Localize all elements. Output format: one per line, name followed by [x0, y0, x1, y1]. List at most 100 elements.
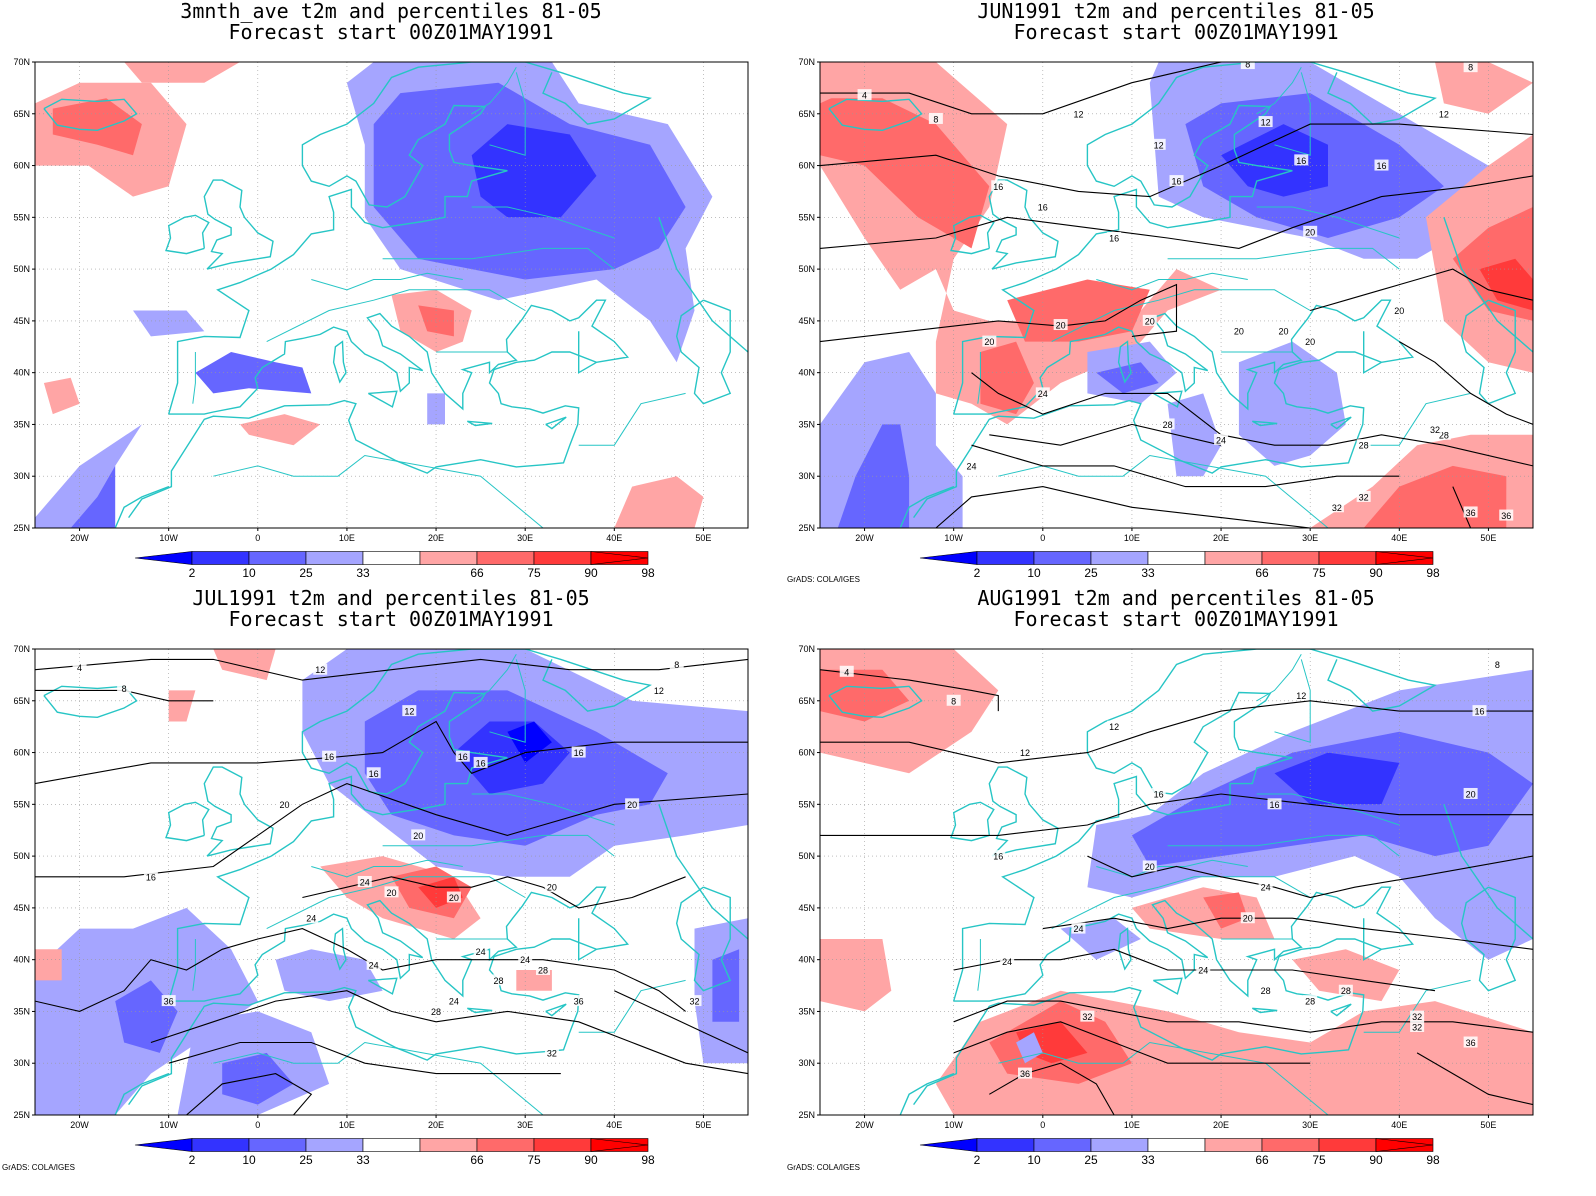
contour-label: 16 [369, 769, 379, 779]
coastline [43, 685, 138, 719]
lat-label: 65N [13, 109, 30, 119]
colorbar: 2 10 25 33 66 75 90 98 [919, 551, 1440, 580]
contour-label-bg [1276, 325, 1291, 337]
map-area [35, 62, 748, 528]
colorbar-segment [1033, 551, 1092, 565]
colorbar-segment [191, 1138, 250, 1152]
lat-label: 50N [13, 851, 30, 861]
coastline [168, 649, 526, 1002]
contour-label: 20 [1145, 316, 1155, 326]
lat-label: 70N [13, 57, 30, 67]
coastline [1310, 62, 1437, 125]
colorbar: 2 10 25 33 66 75 90 98 [919, 1138, 1440, 1167]
lon-label: 30E [517, 533, 533, 543]
country-border [1256, 206, 1400, 239]
contour-label-bg [366, 958, 381, 970]
contour-label: 32 [1430, 425, 1440, 435]
country-border [1274, 659, 1311, 743]
contour-label: 16 [476, 758, 486, 768]
contour-label-bg [1463, 62, 1478, 73]
lon-label: 0 [1040, 1120, 1045, 1130]
contour-label-bg [1258, 984, 1273, 996]
colorbar-label: 98 [1426, 566, 1440, 580]
colorbar-label: 66 [470, 1153, 484, 1167]
lon-label: 10E [1124, 1120, 1140, 1130]
lat-label: 60N [13, 161, 30, 171]
temperature-contour [1087, 855, 1533, 899]
contour-label: 20 [449, 893, 459, 903]
contour-label: 12 [1073, 109, 1083, 119]
lon-label: 50E [1480, 1120, 1496, 1130]
temperature-contour [35, 689, 214, 702]
contour-label: 36 [1501, 511, 1511, 521]
country-border [213, 1041, 544, 1115]
coastline [658, 217, 748, 353]
colorbar-label: 75 [527, 1153, 541, 1167]
colorbar-segment [1204, 551, 1263, 565]
country-border [1096, 859, 1248, 878]
contour-label-bg [446, 891, 461, 903]
contour-label: 4 [862, 91, 867, 101]
contour-label-bg [1338, 984, 1353, 996]
temperature-contour [971, 444, 1400, 488]
contour-label: 12 [1109, 722, 1119, 732]
contour-label-bg [1035, 387, 1050, 399]
contour-label-bg [411, 829, 426, 841]
contour-label: 12 [1154, 140, 1164, 150]
colorbar-arrow-right [1375, 1138, 1434, 1152]
temperature-contour [953, 1021, 1311, 1064]
contour-label-bg [1329, 501, 1344, 513]
panel-title: AUG1991 t2m and percentiles 81-05 [977, 586, 1374, 610]
contour-label: 24 [360, 878, 370, 888]
country-border [266, 876, 526, 930]
lon-label: 20W [855, 1120, 874, 1130]
temperature-contour [35, 783, 748, 878]
contour-label: 12 [1439, 109, 1449, 119]
coastline [203, 766, 274, 857]
lat-label: 30N [798, 471, 815, 481]
contour-label-bg [982, 335, 997, 347]
lon-label: 40E [1391, 533, 1407, 543]
anomaly-area [240, 414, 321, 446]
contour-label-bg [313, 663, 328, 675]
colorbar-segment [1204, 1138, 1263, 1152]
contour-label: 20 [547, 883, 557, 893]
lon-label: 10E [1124, 533, 1140, 543]
contour-label-bg [1107, 720, 1122, 732]
colorbar-label: 10 [1027, 1153, 1041, 1167]
temperature-contour [989, 423, 1222, 446]
coastline [525, 649, 652, 712]
contour-label-bg [304, 912, 319, 924]
colorbar-arrow-right [1375, 551, 1434, 565]
panel-subtitle: Forecast start 00Z01MAY1991 [1013, 20, 1338, 44]
contour-label-bg [473, 945, 488, 957]
colorbar-label: 66 [1255, 566, 1269, 580]
lat-label: 35N [13, 419, 30, 429]
contour-label-bg [651, 684, 666, 696]
lat-label: 50N [798, 851, 815, 861]
colorbar-segment [248, 1138, 307, 1152]
coastline [114, 485, 169, 528]
temperature-contour [1399, 341, 1533, 425]
colorbar-label: 33 [1141, 566, 1155, 580]
contour-label-bg [1463, 787, 1478, 799]
coastline [950, 801, 995, 842]
coastline [1460, 886, 1517, 992]
lon-label: 50E [1480, 533, 1496, 543]
coastline [545, 1003, 567, 1017]
contour-label-bg [1258, 116, 1273, 128]
contour-label: 24 [1002, 957, 1012, 967]
lon-label: 40E [606, 533, 622, 543]
anomaly-area [820, 669, 910, 722]
contour-label: 12 [1020, 748, 1030, 758]
contour-label-bg [1392, 304, 1407, 316]
lat-label: 25N [13, 523, 30, 533]
coastline [913, 299, 1415, 519]
contour-label-bg [991, 180, 1006, 192]
contour-label-bg [1240, 62, 1255, 70]
country-border [382, 834, 615, 857]
colorbar-segment [1147, 551, 1206, 565]
contour-label: 20 [413, 831, 423, 841]
coastline [525, 62, 652, 125]
country-border [1256, 653, 1302, 702]
